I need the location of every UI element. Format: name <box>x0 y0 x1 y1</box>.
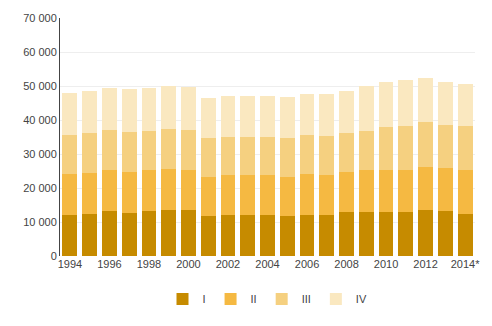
svg-text:2012: 2012 <box>413 258 437 270</box>
svg-text:2010: 2010 <box>374 258 398 270</box>
svg-text:2004: 2004 <box>255 258 279 270</box>
svg-text:0: 0 <box>51 250 57 262</box>
svg-text:2008: 2008 <box>334 258 358 270</box>
svg-text:50 000: 50 000 <box>23 80 57 92</box>
svg-text:60 000: 60 000 <box>23 46 57 58</box>
svg-text:2000: 2000 <box>176 258 200 270</box>
svg-text:1996: 1996 <box>97 258 121 270</box>
svg-text:30 000: 30 000 <box>23 148 57 160</box>
svg-text:20 000: 20 000 <box>23 182 57 194</box>
svg-text:2002: 2002 <box>216 258 240 270</box>
svg-text:70 000: 70 000 <box>23 12 57 24</box>
svg-text:I: I <box>203 293 206 305</box>
svg-text:IV: IV <box>356 293 367 305</box>
svg-text:1998: 1998 <box>137 258 161 270</box>
svg-text:2006: 2006 <box>295 258 319 270</box>
svg-text:2014*: 2014* <box>451 258 480 270</box>
svg-text:40 000: 40 000 <box>23 114 57 126</box>
svg-text:1994: 1994 <box>58 258 82 270</box>
svg-text:III: III <box>302 293 311 305</box>
svg-text:II: II <box>251 293 257 305</box>
svg-text:10 000: 10 000 <box>23 216 57 228</box>
